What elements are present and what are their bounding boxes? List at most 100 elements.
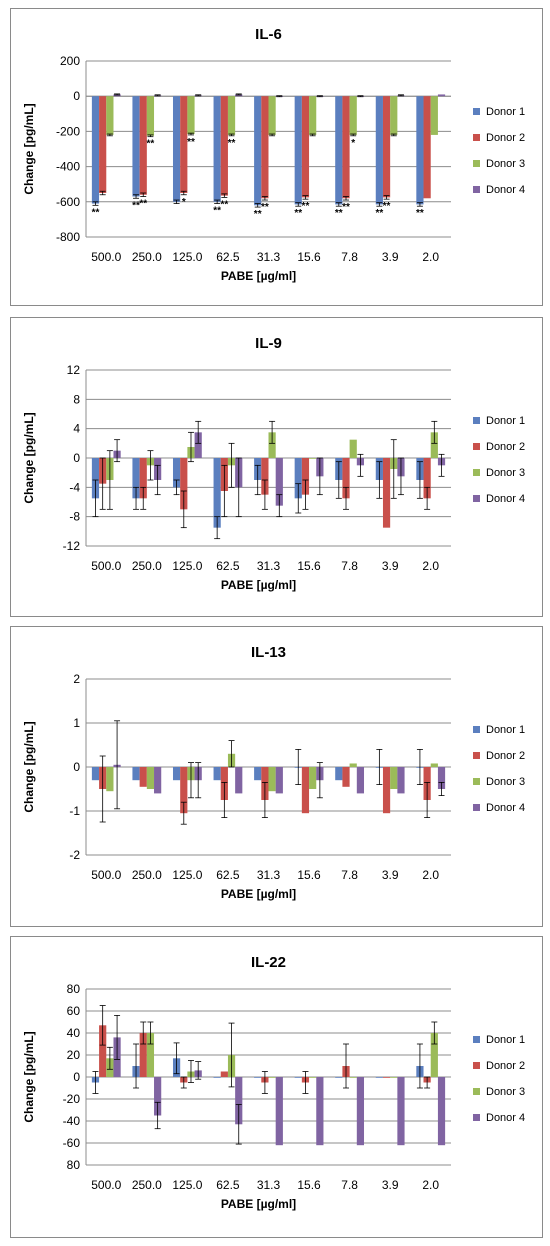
chart-il9: IL-9 12 8 4 0 -4 -8 -12 500.0 250.0 125.0 62.5 31.3 1… [22,335,525,592]
legend-label-donor-4: Donor 4 [486,1112,525,1124]
significance-marker: ** [294,208,302,219]
x-tick-label: 31.3 [257,250,281,264]
legend-swatch-donor-3 [473,778,480,785]
x-tick-label: 125.0 [172,868,202,882]
bar-donor-3-250-0 [146,767,155,789]
bar-donor-1-2-0 [416,96,424,205]
bar-donor-1-15-6 [294,1077,302,1078]
bar-donor-3-500-0 [106,767,114,792]
significance-marker: ** [92,207,100,218]
y-tick-label: -600 [56,195,80,209]
x-tick-label: 7.8 [341,1178,358,1192]
bar-donor-3-2-0 [430,763,438,767]
bar-donor-3-250-0 [146,1033,155,1077]
bar-donor-2-62-5 [220,1071,228,1077]
bar-donor-1-250-0 [132,458,140,499]
x-tick-label: 250.0 [132,250,162,264]
significance-marker: ** [132,200,140,211]
bar-donor-3-500-0 [106,96,114,135]
y-tick-label: 200 [60,54,80,68]
x-tick-label: 2.0 [422,559,439,573]
bar-donor-2-125-0 [180,96,188,193]
bar-donor-2-3-9 [382,458,391,528]
bar-donor-3-15-6 [309,96,317,135]
bar-donor-1-31-3 [254,767,262,781]
y-tick-label: 0 [73,451,80,465]
legend-label-donor-1: Donor 1 [486,106,525,118]
bar-donor-2-250-0 [139,767,147,787]
significance-marker: ** [147,139,155,150]
bar-donor-1-62-5 [213,458,221,528]
chart-title: IL-6 [255,26,282,43]
bar-donor-3-250-0 [146,96,155,136]
bar-donor-4-250-0 [154,767,162,794]
x-tick-label: 500.0 [91,559,121,573]
x-tick-label: 125.0 [172,559,202,573]
bar-donor-3-3-9 [390,767,398,789]
legend-label-donor-2: Donor 2 [486,750,525,762]
bar-donor-2-15-6 [301,96,310,198]
legend-label-donor-4: Donor 4 [486,493,525,505]
bar-donor-4-15-6 [316,1077,324,1146]
chart-il13: IL-13 2 1 0 -1 -2 500.0 250.0 125.0 62.5 31.3 15.6 7… [22,644,525,901]
legend-label-donor-3: Donor 3 [486,776,525,788]
chart-panel-il6: IL-6 200 0 -200 -400 -600 -800 500.0 250.0 125.0 6… [10,8,543,306]
x-tick-label: 15.6 [297,250,321,264]
bar-donor-4-2-0 [437,767,446,789]
legend-swatch-donor-1 [473,417,480,424]
bar-donor-3-2-0 [430,96,438,135]
bar-donor-1-62-5 [213,1077,221,1078]
bar-donor-3-15-6 [309,767,317,789]
legend-label-donor-1: Donor 1 [486,415,525,427]
bar-donor-1-7-8 [335,1077,343,1078]
y-tick-label: 2 [73,672,80,686]
y-tick-label: -200 [56,124,80,138]
bar-donor-3-3-9 [390,96,398,135]
legend-swatch-donor-1 [473,726,480,733]
legend-swatch-donor-3 [473,160,480,167]
x-tick-label: 125.0 [172,250,202,264]
y-axis-title: Change [pg/mL] [22,412,36,503]
legend-swatch-donor-1 [473,108,480,115]
bar-donor-1-500-0 [91,767,100,781]
bar-donor-2-31-3 [261,458,269,495]
legend-label-donor-1: Donor 1 [486,1034,525,1046]
x-axis-title: PABE [µg/ml] [221,269,296,283]
y-tick-label: 1 [73,716,80,730]
bar-donor-1-3-9 [375,1077,383,1078]
significance-marker: ** [228,138,236,149]
y-tick-label: 8 [73,392,80,406]
y-tick-label: 80 [67,982,81,996]
legend-swatch-donor-2 [473,1062,480,1069]
bar-donor-3-7-8 [349,763,357,767]
x-tick-label: 3.9 [382,250,399,264]
legend-label-donor-2: Donor 2 [486,132,525,144]
x-tick-label: 3.9 [382,1178,399,1192]
legend-swatch-donor-1 [473,1036,480,1043]
chart-il22: IL-22 80 60 40 20 0 -20 -40 -60 80 500.0 250.0 125.0… [22,954,525,1211]
x-tick-label: 7.8 [341,250,358,264]
bar-donor-1-500-0 [91,458,100,499]
y-tick-label: -400 [56,160,80,174]
legend-swatch-donor-3 [473,1088,480,1095]
bar-donor-4-125-0 [194,432,202,458]
significance-marker: ** [213,206,221,217]
significance-marker: ** [335,208,343,219]
y-tick-label: 0 [73,89,80,103]
bar-donor-4-31-3 [275,767,283,794]
legend-label-donor-4: Donor 4 [486,802,525,814]
bar-donor-2-31-3 [261,96,269,199]
chart-title: IL-9 [255,335,282,352]
x-axis-title: PABE [µg/ml] [221,1197,296,1211]
legend-swatch-donor-4 [473,804,480,811]
bar-donor-1-62-5 [213,96,221,202]
x-tick-label: 250.0 [132,1178,162,1192]
significance-marker: ** [383,201,391,212]
chart-panel-il13: IL-13 2 1 0 -1 -2 500.0 250.0 125.0 62.5 31.3 15.6 7… [10,626,543,927]
bar-donor-4-31-3 [275,458,283,506]
x-tick-label: 2.0 [422,1178,439,1192]
legend-label-donor-4: Donor 4 [486,184,525,196]
bar-donor-1-7-8 [335,96,343,205]
x-tick-label: 250.0 [132,868,162,882]
bar-donor-2-250-0 [139,458,147,499]
